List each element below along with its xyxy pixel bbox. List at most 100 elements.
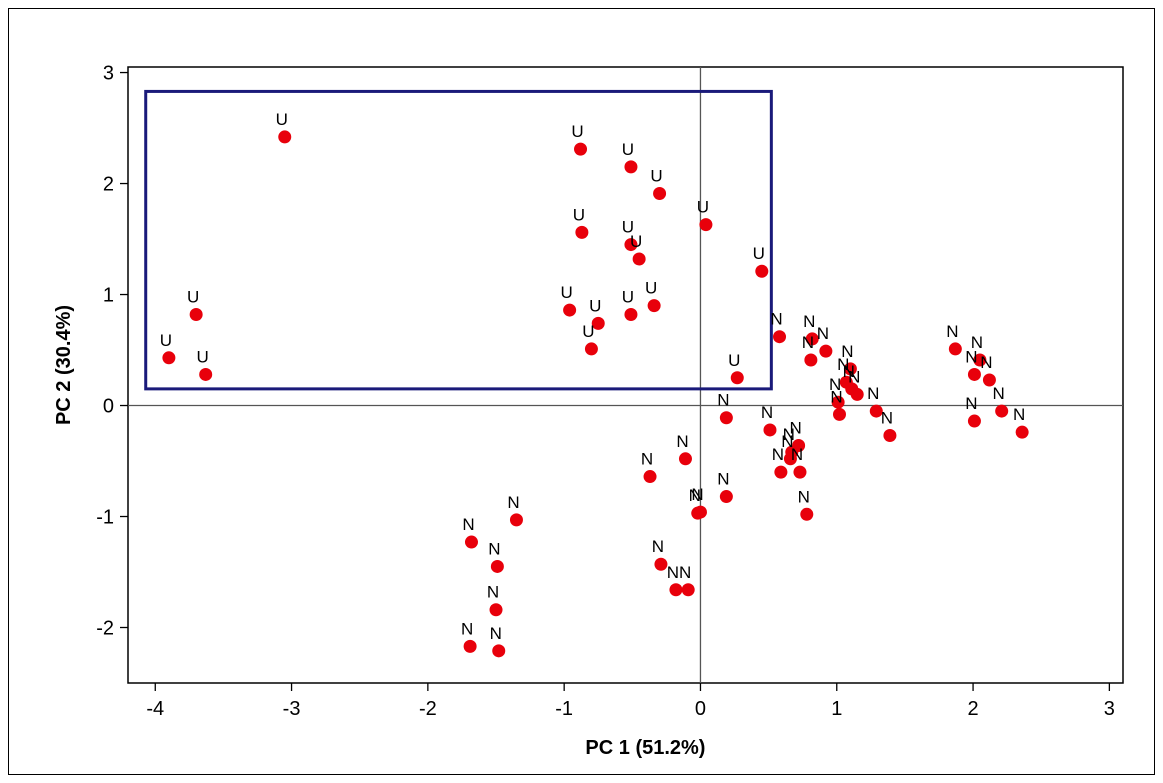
point-label: U [160,331,172,350]
point-label: U [728,351,740,370]
point-label: U [187,288,199,307]
data-point [719,490,733,504]
data-point [793,465,807,479]
point-label: U [622,140,634,159]
point-label: N [488,539,500,558]
data-point [774,465,788,479]
point-label: U [645,279,657,298]
data-point [574,142,588,156]
y-tick-label: 1 [103,285,114,307]
y-tick-label: 3 [103,63,114,85]
data-point [832,407,846,421]
data-point [967,414,981,428]
data-point [189,308,203,322]
point-label: N [1013,405,1025,424]
data-point [653,187,667,201]
point-label: N [971,333,983,352]
data-point [632,252,646,266]
point-label: N [772,445,784,464]
data-point [805,332,819,346]
data-point [699,218,713,232]
y-tick-label: 0 [103,396,114,418]
point-label: N [837,355,849,374]
point-label: U [573,205,585,224]
data-point [624,238,638,252]
point-label: N [667,563,679,582]
plot-border [127,66,1124,684]
x-tick-label: 0 [695,698,706,720]
point-label: U [622,218,634,237]
point-label: U [753,244,765,263]
data-point [575,225,589,239]
point-label: N [507,493,519,512]
point-label: U [276,110,288,129]
point-label: N [829,375,841,394]
x-tick-label: 2 [968,698,979,720]
data-point [654,557,668,571]
point-label: N [848,367,860,386]
data-point [763,423,777,437]
point-label: N [993,384,1005,403]
point-label: N [783,425,795,444]
point-label: N [965,394,977,413]
data-point [982,373,996,387]
y-tick-label: 2 [103,174,114,196]
point-label: N [761,403,773,422]
point-label: N [717,470,729,489]
point-label: N [462,515,474,534]
point-label: N [802,333,814,352]
data-point [850,387,864,401]
data-point [819,344,833,358]
point-label: N [679,563,691,582]
data-point [624,308,638,322]
highlight-box [144,89,773,391]
data-point [591,316,605,330]
point-label: N [789,418,801,437]
point-label: N [803,312,815,331]
data-point [162,351,176,365]
data-point [967,367,981,381]
data-point [773,330,787,344]
reference-lines [128,67,1123,683]
data-point [669,583,683,597]
data-point [783,452,797,466]
point-label: N [691,485,703,504]
point-label: N [843,362,855,381]
data-point [719,411,733,425]
data-points [162,130,1029,658]
x-tick-label: -3 [283,698,301,720]
data-point [973,353,987,367]
data-point [883,428,897,442]
data-point [584,342,598,356]
data-point [995,404,1009,418]
point-label: N [965,347,977,366]
point-label: N [867,384,879,403]
x-axis-title: PC 1 (51.2%) [585,737,705,759]
x-tick-label: -2 [419,698,437,720]
chart-frame [8,8,1155,775]
data-point [843,362,857,376]
y-axis-title: PC 2 (30.4%) [53,305,75,425]
data-point [199,367,213,381]
point-label: N [770,310,782,329]
data-point [831,395,845,409]
data-point [489,603,503,617]
point-label: N [781,432,793,451]
data-point [681,583,695,597]
data-point [464,535,478,549]
point-label: U [571,122,583,141]
point-label: N [717,391,729,410]
point-label: U [589,296,601,315]
point-label: N [689,486,701,505]
point-label: N [946,322,958,341]
x-tick-label: -4 [146,698,164,720]
data-point [678,452,692,466]
x-tick-label: 3 [1104,698,1115,720]
point-label: U [697,198,709,217]
data-point [509,513,523,527]
point-label: N [841,342,853,361]
data-point [730,371,744,385]
data-point [800,507,814,521]
